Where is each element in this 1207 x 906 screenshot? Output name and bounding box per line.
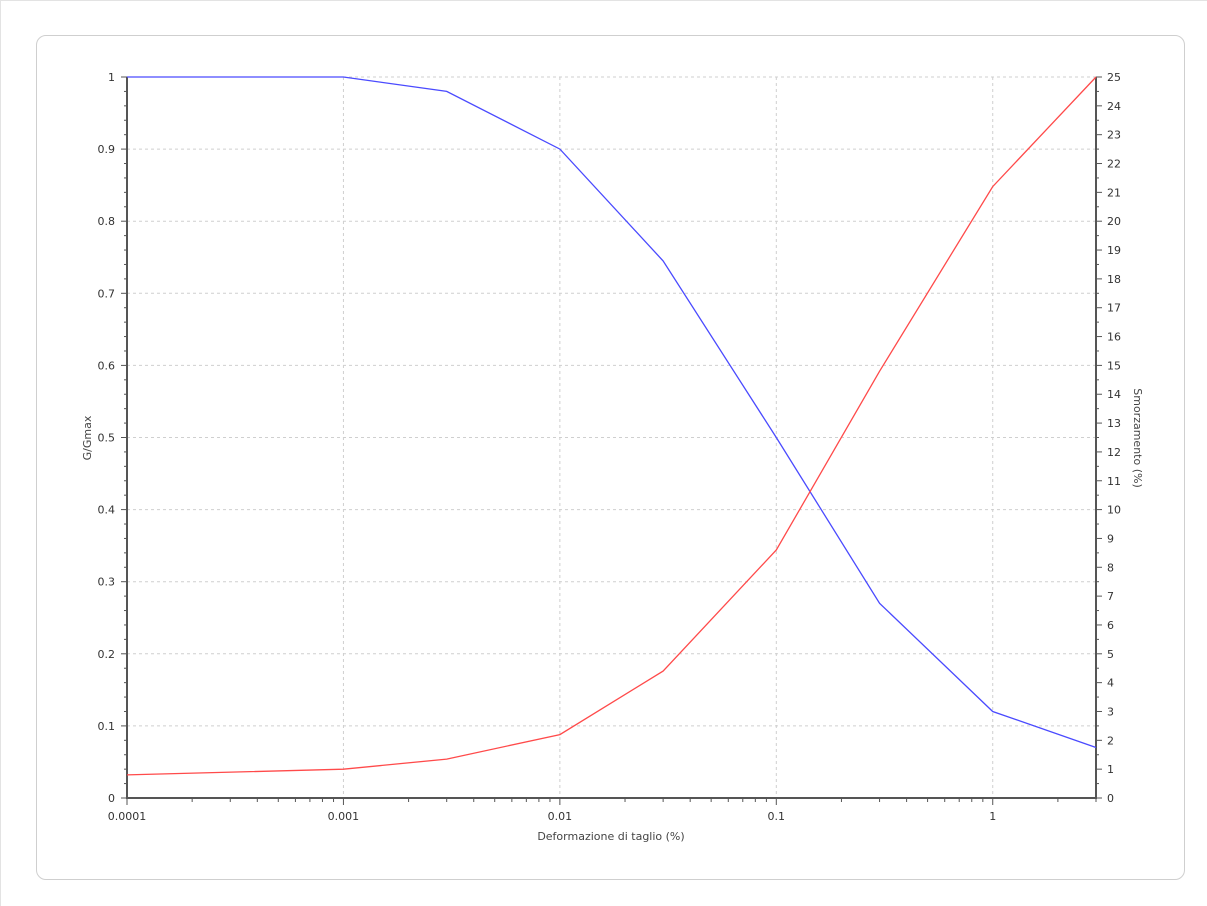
y-left-tick-label: 0.3 bbox=[98, 576, 116, 589]
y-right-tick-label: 25 bbox=[1107, 71, 1121, 84]
damping-curve-line bbox=[126, 76, 1097, 776]
y-left-tick-label: 0.5 bbox=[98, 432, 116, 445]
x-tick-label: 0.0001 bbox=[108, 810, 147, 823]
y-right-tick-label: 3 bbox=[1107, 705, 1114, 718]
tick-labels: 00.10.20.30.40.50.60.70.80.9101234567891… bbox=[98, 71, 1122, 823]
y-axis-label-right: Smorzamento (%) bbox=[1131, 388, 1144, 488]
y-left-tick-label: 0.2 bbox=[98, 648, 116, 661]
chart-panel bbox=[36, 35, 1185, 880]
grid bbox=[126, 76, 1096, 799]
y-right-tick-label: 19 bbox=[1107, 244, 1121, 257]
y-right-tick-label: 24 bbox=[1107, 100, 1121, 113]
y-right-tick-label: 4 bbox=[1107, 677, 1114, 690]
y-right-tick-label: 13 bbox=[1107, 417, 1121, 430]
y-right-tick-label: 20 bbox=[1107, 215, 1121, 228]
x-tick-label: 0.001 bbox=[328, 810, 360, 823]
y-right-tick-label: 11 bbox=[1107, 475, 1121, 488]
x-axis-label: Deformazione di taglio (%) bbox=[537, 830, 684, 843]
axes bbox=[121, 76, 1102, 805]
y-left-tick-label: 1 bbox=[108, 71, 115, 84]
y-left-tick-label: 0.8 bbox=[98, 215, 116, 228]
y-right-tick-label: 8 bbox=[1107, 561, 1114, 574]
x-tick-label: 1 bbox=[989, 810, 996, 823]
y-left-tick-label: 0.7 bbox=[98, 287, 116, 300]
y-right-tick-label: 21 bbox=[1107, 186, 1121, 199]
modulus-curve-line bbox=[127, 76, 1097, 749]
y-right-tick-label: 0 bbox=[1107, 792, 1114, 805]
y-right-tick-label: 5 bbox=[1107, 648, 1114, 661]
y-right-tick-label: 22 bbox=[1107, 158, 1121, 171]
y-right-tick-label: 16 bbox=[1107, 331, 1121, 344]
y-left-tick-label: 0.4 bbox=[98, 504, 116, 517]
y-right-tick-label: 15 bbox=[1107, 359, 1121, 372]
y-right-tick-label: 9 bbox=[1107, 532, 1114, 545]
y-left-tick-label: 0.1 bbox=[98, 720, 116, 733]
y-right-tick-label: 23 bbox=[1107, 129, 1121, 142]
y-right-tick-label: 14 bbox=[1107, 388, 1121, 401]
y-right-tick-label: 18 bbox=[1107, 273, 1121, 286]
y-right-tick-label: 1 bbox=[1107, 763, 1114, 776]
y-right-tick-label: 10 bbox=[1107, 504, 1121, 517]
x-tick-label: 0.01 bbox=[548, 810, 573, 823]
y-right-tick-label: 12 bbox=[1107, 446, 1121, 459]
y-left-tick-label: 0.9 bbox=[98, 143, 116, 156]
y-right-tick-label: 2 bbox=[1107, 734, 1114, 747]
y-left-tick-label: 0 bbox=[108, 792, 115, 805]
y-right-tick-label: 17 bbox=[1107, 302, 1121, 315]
y-left-tick-label: 0.6 bbox=[98, 359, 116, 372]
y-right-tick-label: 7 bbox=[1107, 590, 1114, 603]
x-tick-label: 0.1 bbox=[768, 810, 786, 823]
y-right-tick-label: 6 bbox=[1107, 619, 1114, 632]
y-axis-label-left: G/Gmax bbox=[81, 415, 94, 460]
series-lines bbox=[126, 76, 1097, 776]
